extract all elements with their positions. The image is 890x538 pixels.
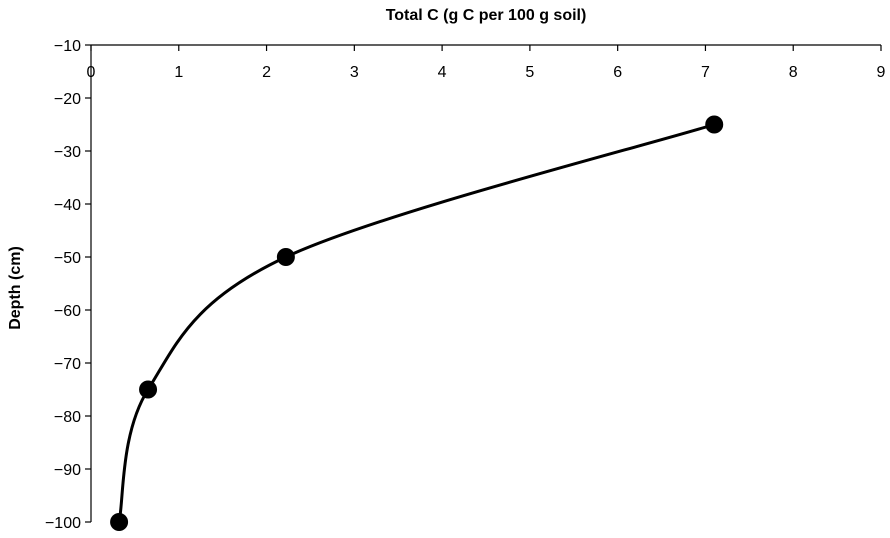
data-point — [276, 248, 295, 266]
series-line — [117, 123, 716, 524]
data-point — [110, 513, 129, 531]
y-tick-label: −10 — [54, 38, 81, 55]
x-axis-title: Total C (g C per 100 g soil) — [386, 7, 587, 24]
y-tick-label: −80 — [54, 409, 81, 426]
y-axis-title: Depth (cm) — [7, 246, 24, 330]
y-tick-label: −100 — [45, 515, 81, 532]
x-tick-label: 8 — [789, 64, 798, 81]
data-point — [705, 115, 724, 134]
x-tick-label: 2 — [262, 64, 271, 81]
data-point — [139, 380, 158, 399]
y-tick-label: −30 — [54, 144, 81, 161]
y-tick-label: −60 — [54, 303, 81, 320]
x-tick-label: 0 — [87, 64, 96, 81]
y-tick-label: −20 — [54, 91, 81, 108]
y-tick-label: −50 — [54, 250, 81, 267]
y-tick-label: −90 — [54, 462, 81, 479]
x-tick-label: 9 — [877, 64, 886, 81]
y-tick-label: −40 — [54, 197, 81, 214]
x-tick-label: 7 — [701, 64, 710, 81]
x-tick-label: 1 — [174, 64, 183, 81]
axes: 0 1 2 3 4 5 6 7 8 9 −10 −20 −30 −40 −50 −60 −70 −80 −90 −10… — [45, 38, 886, 532]
x-tick-label: 5 — [525, 64, 534, 81]
x-tick-label: 6 — [613, 64, 622, 81]
series-layer — [110, 115, 724, 531]
y-tick-label: −70 — [54, 356, 81, 373]
x-tick-label: 3 — [350, 64, 359, 81]
x-tick-label: 4 — [438, 64, 447, 81]
